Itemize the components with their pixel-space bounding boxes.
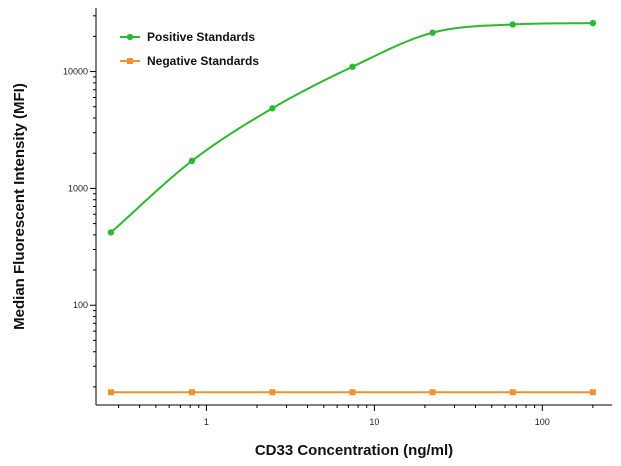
y-axis-label: Median Fluorescent Intensity (MFI) bbox=[11, 83, 28, 330]
data-point bbox=[589, 19, 597, 27]
series-negative-standards bbox=[107, 389, 596, 396]
x-tick-label: 10 bbox=[369, 417, 379, 427]
y-tick-label: 10000 bbox=[63, 67, 88, 77]
x-axis-label: CD33 Concentration (ng/ml) bbox=[255, 442, 453, 459]
x-ticks: 1 10 100 bbox=[118, 405, 594, 427]
y-tick-label: 100 bbox=[73, 300, 88, 310]
data-point bbox=[349, 63, 356, 70]
data-point bbox=[429, 29, 436, 36]
legend: Positive Standards Negative Standards bbox=[120, 30, 259, 68]
data-point bbox=[188, 389, 195, 396]
data-point bbox=[107, 229, 115, 236]
x-tick-label: 100 bbox=[535, 417, 550, 427]
data-point bbox=[509, 21, 516, 28]
y-tick-label: 1000 bbox=[68, 183, 88, 193]
series-layer bbox=[107, 19, 597, 396]
legend-label: Positive Standards bbox=[147, 30, 255, 44]
data-point bbox=[429, 389, 436, 396]
series-positive-standards bbox=[107, 19, 597, 236]
data-point bbox=[107, 389, 114, 396]
data-point bbox=[188, 157, 196, 165]
data-point bbox=[269, 389, 276, 396]
y-ticks: 100 1000 10000 bbox=[63, 15, 96, 388]
data-point bbox=[509, 389, 516, 396]
data-point bbox=[589, 389, 596, 396]
data-point bbox=[349, 389, 356, 396]
legend-label: Negative Standards bbox=[147, 54, 259, 68]
legend-marker bbox=[127, 58, 133, 64]
data-point bbox=[269, 105, 276, 112]
x-tick-label: 1 bbox=[204, 417, 209, 427]
legend-marker bbox=[126, 33, 134, 41]
